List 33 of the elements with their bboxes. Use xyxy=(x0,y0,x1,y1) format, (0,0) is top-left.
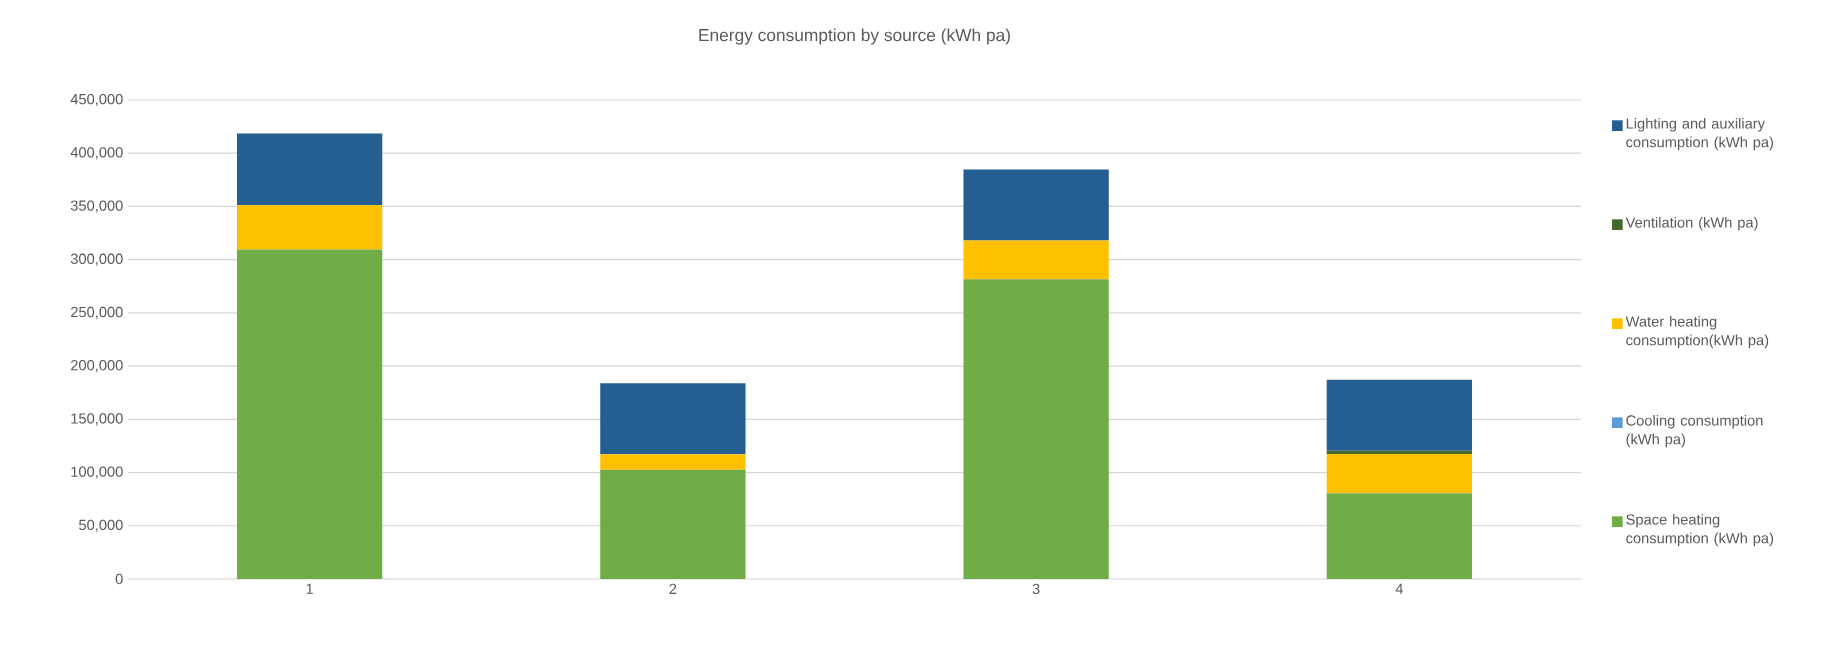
bar xyxy=(1326,454,1472,494)
x-tick-label: 2 xyxy=(669,583,677,594)
y-tick-label: 450,000 xyxy=(70,93,123,107)
x-tick-label: 4 xyxy=(1395,583,1403,594)
bar xyxy=(1326,379,1472,451)
y-tick-label: 200,000 xyxy=(71,360,123,373)
y-tick-label: 50,000 xyxy=(79,519,123,532)
legend-label: Ventilation (kWh pa) xyxy=(1625,216,1758,231)
y-tick-label: 250,000 xyxy=(71,306,123,319)
y-tick-label: 350,000 xyxy=(70,200,123,213)
y-tick-label: 400,000 xyxy=(70,147,123,160)
bar xyxy=(963,240,1109,280)
x-tick-label: 1 xyxy=(306,583,313,594)
bar xyxy=(1326,450,1472,455)
y-tick-label: 100,000 xyxy=(71,466,123,479)
legend-label: Cooling consumption (kWh pa) xyxy=(1626,414,1763,448)
legend-label: Space heating consumption (kWh pa) xyxy=(1626,513,1774,547)
y-tick-label: 300,000 xyxy=(70,253,123,266)
chart-title: Energy consumption by source (kWh pa) xyxy=(699,28,1010,45)
bar xyxy=(600,454,746,470)
bar xyxy=(236,249,383,579)
legend-label: Lighting and auxiliary consumption (kWh pa) xyxy=(1626,117,1774,151)
bar xyxy=(1326,493,1472,579)
bar xyxy=(600,469,746,579)
bar xyxy=(236,133,383,206)
legend-label: Water heating consumption(kWh pa) xyxy=(1625,315,1769,349)
y-tick-label: 0 xyxy=(115,573,123,585)
bar xyxy=(236,205,383,250)
bar xyxy=(963,169,1109,241)
y-tick-label: 150,000 xyxy=(71,413,123,426)
bar xyxy=(963,279,1109,579)
bar xyxy=(600,383,746,455)
x-tick-label: 3 xyxy=(1032,583,1040,595)
